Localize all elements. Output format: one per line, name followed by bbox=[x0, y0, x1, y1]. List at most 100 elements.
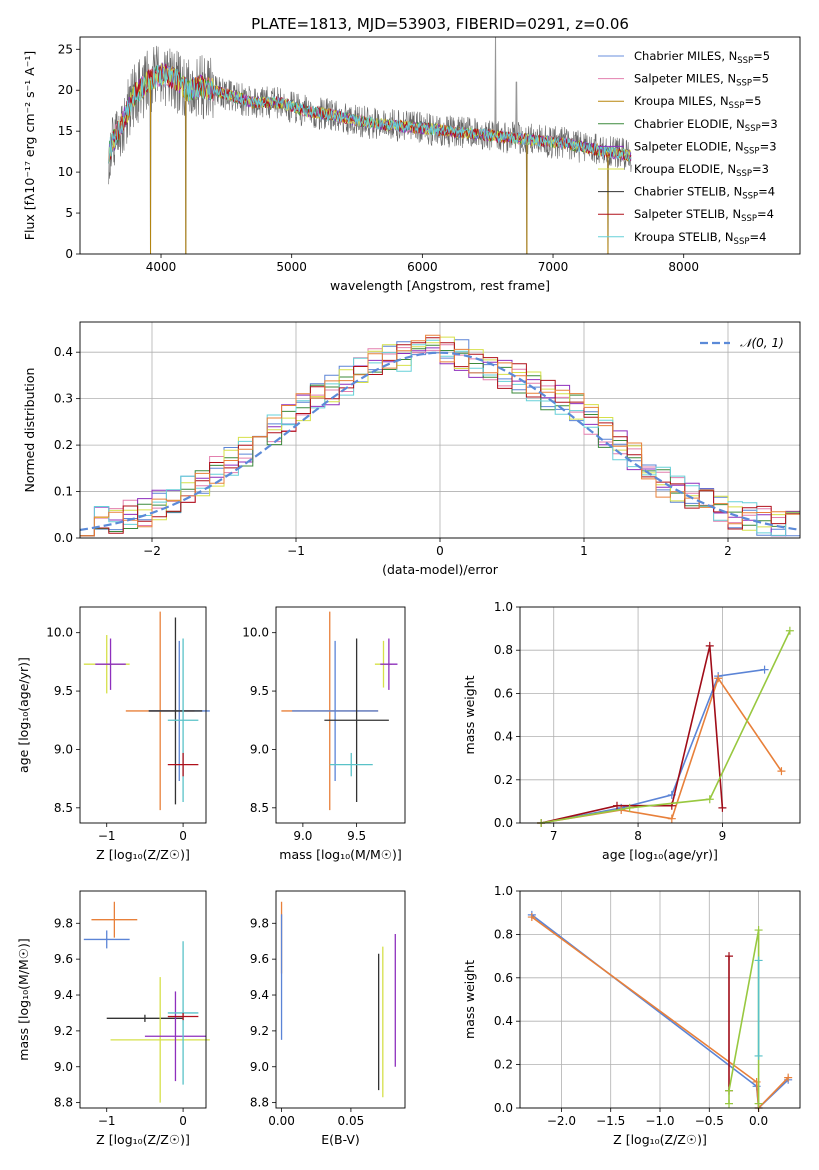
axes-frame bbox=[79, 606, 207, 824]
x-tick-label: 5000 bbox=[276, 260, 307, 274]
weight-series-line bbox=[540, 676, 783, 824]
x-axis-label: (data-model)/error bbox=[382, 562, 499, 577]
axes-frame bbox=[275, 606, 406, 824]
legend-entry: Kroupa STELIB, NSSP=4 bbox=[634, 230, 766, 247]
weight-vs-metallicity-panel: −2.0 −1.5 −1.0 −0.5 0.0 0.0 0.2 0.4 0.6 0.8 1.0 Z [… bbox=[462, 884, 801, 1147]
x-tick-label: 9.5 bbox=[347, 829, 366, 843]
weight-series-line bbox=[540, 630, 791, 824]
legend-entry: Kroupa MILES, NSSP=5 bbox=[634, 94, 761, 111]
legend-entry: Kroupa ELODIE, NSSP=3 bbox=[634, 162, 769, 179]
x-tick-label: −1 bbox=[98, 829, 116, 843]
y-tick-label: 9.2 bbox=[250, 1024, 269, 1038]
y-tick-label: 9.4 bbox=[54, 988, 73, 1002]
x-tick-label: 7 bbox=[550, 829, 558, 843]
y-axis-label: mass [log₁₀(M/M☉)] bbox=[16, 938, 31, 1060]
legend-entry: Salpeter MILES, NSSP=5 bbox=[634, 72, 769, 89]
y-axis-label: Normed distribution bbox=[22, 368, 37, 493]
y-tick-label: 9.4 bbox=[250, 988, 269, 1002]
weight-point-marker bbox=[705, 795, 714, 804]
x-tick-label: −1 bbox=[98, 1114, 116, 1128]
weight-point-marker bbox=[725, 1086, 734, 1095]
weight-point-marker bbox=[754, 1099, 763, 1108]
y-axis-label: mass weight bbox=[462, 675, 477, 754]
x-tick-label: 0.05 bbox=[338, 1114, 365, 1128]
weight-point-marker bbox=[784, 1073, 793, 1082]
mass-vs-metallicity-panel: −1 0 8.8 9.0 9.2 9.4 9.6 9.8 Z [log₁₀(Z/Z☉)] mass… bbox=[16, 890, 210, 1147]
y-tick-label: 0.8 bbox=[494, 643, 513, 657]
residuals-panel: 𝒩(0, 1) −2 −1 0 1 2 0.0 0.1 0.2 0.3 0.4 (data-model… bbox=[22, 321, 801, 577]
spectrum-series-line bbox=[108, 64, 632, 164]
y-tick-label: 0.8 bbox=[494, 927, 513, 941]
x-tick-label: −0.5 bbox=[695, 1114, 724, 1128]
y-tick-label: 0.4 bbox=[494, 730, 513, 744]
y-tick-label: 9.0 bbox=[250, 742, 269, 756]
y-tick-label: 9.0 bbox=[54, 1060, 73, 1074]
axes-frame bbox=[79, 36, 801, 255]
y-tick-label: 0.0 bbox=[54, 531, 73, 545]
x-tick-label: 0.0 bbox=[749, 1114, 768, 1128]
y-tick-label: 9.0 bbox=[54, 742, 73, 756]
y-tick-label: 10.0 bbox=[242, 626, 269, 640]
y-axis-label: mass weight bbox=[462, 960, 477, 1039]
legend-entry: Chabrier MILES, NSSP=5 bbox=[634, 49, 770, 66]
weight-point-marker bbox=[714, 674, 723, 683]
y-tick-label: 0.4 bbox=[54, 345, 73, 359]
mass-vs-extinction-panel: 0.00 0.05 8.8 9.0 9.2 9.4 9.6 9.8 E(B-V) bbox=[250, 890, 406, 1147]
weight-point-marker bbox=[785, 626, 794, 635]
weight-vs-age-panel: 7 8 9 0.0 0.2 0.4 0.6 0.8 1.0 age [log₁₀(age/yr)]… bbox=[462, 600, 801, 862]
spectrum-panel: PLATE=1813, MJD=53903, FIBERID=0291, z=0… bbox=[22, 15, 801, 293]
x-tick-label: 6000 bbox=[407, 260, 438, 274]
x-tick-label: 4000 bbox=[146, 260, 177, 274]
weight-point-marker bbox=[725, 1099, 734, 1108]
x-axis-label: age [log₁₀(age/yr)] bbox=[602, 847, 718, 862]
y-tick-label: 0.2 bbox=[494, 1058, 513, 1072]
x-axis-label: Z [log₁₀(Z/Z☉)] bbox=[96, 847, 190, 862]
y-tick-label: 8.8 bbox=[54, 1096, 73, 1110]
legend-entry: Chabrier STELIB, NSSP=4 bbox=[634, 185, 775, 202]
weight-series-line bbox=[540, 668, 765, 824]
age-vs-metallicity-panel: −1 0 8.5 9.0 9.5 10.0 Z [log₁₀(Z/Z☉)] age [log₁… bbox=[16, 606, 210, 862]
axes-frame bbox=[79, 890, 207, 1109]
y-tick-label: 10.0 bbox=[46, 626, 73, 640]
y-tick-label: 8.5 bbox=[250, 801, 269, 815]
y-tick-label: 15 bbox=[58, 124, 73, 138]
legend-entry: Salpeter STELIB, NSSP=4 bbox=[634, 207, 774, 224]
chart-title: PLATE=1813, MJD=53903, FIBERID=0291, z=0… bbox=[251, 15, 629, 33]
y-tick-label: 10 bbox=[58, 165, 73, 179]
weight-point-marker bbox=[612, 801, 621, 810]
x-tick-label: −2.0 bbox=[547, 1114, 576, 1128]
y-tick-label: 0.6 bbox=[494, 686, 513, 700]
weight-series-line bbox=[531, 916, 789, 1110]
y-axis-label: age [log₁₀(age/yr)] bbox=[16, 657, 31, 773]
legend-entry: 𝒩(0, 1) bbox=[740, 336, 784, 350]
weight-point-marker bbox=[754, 956, 763, 965]
x-tick-label: 8000 bbox=[668, 260, 699, 274]
x-axis-label: wavelength [Angstrom, rest frame] bbox=[330, 278, 550, 293]
x-axis-label: Z [log₁₀(Z/Z☉)] bbox=[96, 1132, 190, 1147]
x-tick-label: 0 bbox=[179, 1114, 187, 1128]
x-tick-label: −2 bbox=[143, 544, 161, 558]
x-tick-label: −1.5 bbox=[596, 1114, 625, 1128]
age-vs-mass-panel: 9.0 9.5 8.5 9.0 9.5 10.0 mass [log₁₀(M/M☉)] bbox=[242, 606, 406, 862]
weight-point-marker bbox=[777, 767, 786, 776]
x-axis-label: Z [log₁₀(Z/Z☉)] bbox=[613, 1132, 707, 1147]
weight-point-marker bbox=[760, 665, 769, 674]
y-tick-label: 9.5 bbox=[250, 684, 269, 698]
x-tick-label: 8 bbox=[634, 829, 642, 843]
y-tick-label: 9.8 bbox=[54, 916, 73, 930]
x-tick-label: 9.0 bbox=[293, 829, 312, 843]
y-tick-label: 0 bbox=[65, 247, 73, 261]
y-tick-label: 9.5 bbox=[54, 684, 73, 698]
weight-point-marker bbox=[527, 913, 536, 922]
y-tick-label: 8.8 bbox=[250, 1096, 269, 1110]
x-tick-label: −1.0 bbox=[645, 1114, 674, 1128]
x-tick-label: 0 bbox=[436, 544, 444, 558]
y-tick-label: 9.8 bbox=[250, 916, 269, 930]
weight-point-marker bbox=[754, 1051, 763, 1060]
y-tick-label: 0.1 bbox=[54, 485, 73, 499]
y-tick-label: 0.3 bbox=[54, 392, 73, 406]
y-tick-label: 1.0 bbox=[494, 600, 513, 614]
axes-frame bbox=[275, 890, 406, 1109]
y-tick-label: 0.6 bbox=[494, 971, 513, 985]
